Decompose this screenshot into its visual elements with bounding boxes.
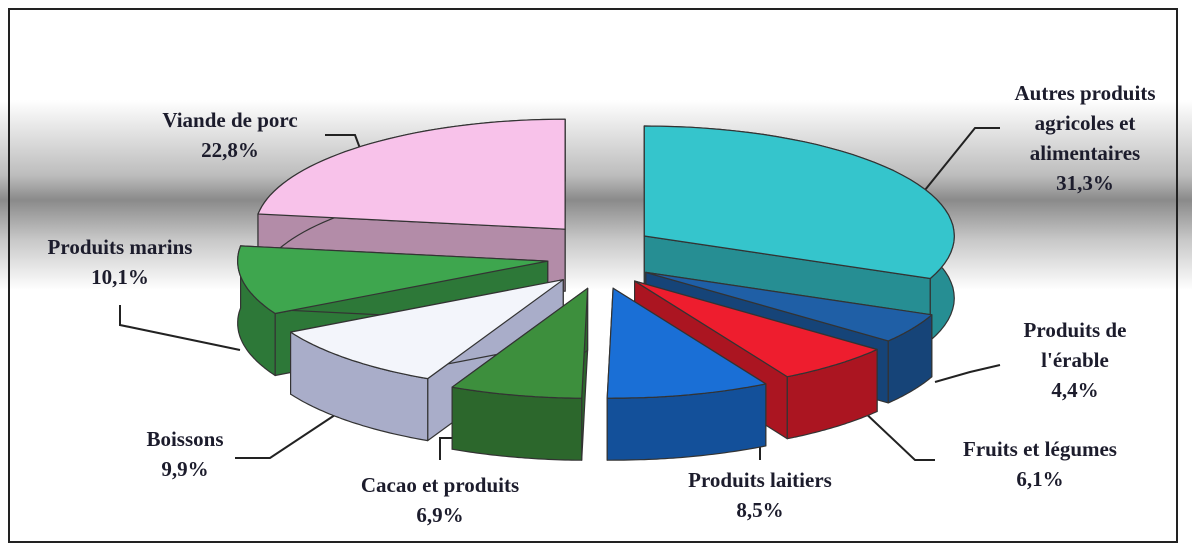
category-label: Produits laitiers xyxy=(688,468,832,492)
slice-label: Viande de porc 22,8% xyxy=(120,105,340,165)
value-label: 31,3% xyxy=(1056,171,1114,195)
leader-line xyxy=(934,364,1001,383)
value-label: 6,9% xyxy=(416,503,464,527)
slice-top xyxy=(606,287,767,399)
leader-line xyxy=(924,127,1000,191)
slice-top xyxy=(257,118,566,230)
category-label: Autres produits agricoles et alimentaire… xyxy=(1014,81,1156,165)
slice-label: Produits marins 10,1% xyxy=(10,232,230,292)
category-label: Produits marins xyxy=(47,235,193,259)
slice-top xyxy=(633,280,878,378)
category-label: Fruits et légumes xyxy=(963,437,1117,461)
leader-line xyxy=(859,407,935,461)
value-label: 6,1% xyxy=(1016,467,1064,491)
pie-slice xyxy=(451,287,589,461)
value-label: 10,1% xyxy=(91,265,149,289)
leader-line xyxy=(119,305,241,351)
leader-line xyxy=(235,404,351,459)
slice-label: Autres produits agricoles et alimentaire… xyxy=(995,78,1175,198)
category-label: Boissons xyxy=(146,427,224,451)
slice-label: Boissons 9,9% xyxy=(105,424,265,484)
frame xyxy=(8,8,1178,543)
category-label: Viande de porc xyxy=(162,108,298,132)
slice-label: Cacao et produits 6,9% xyxy=(310,470,570,530)
slice-top xyxy=(645,271,933,342)
category-label: Cacao et produits xyxy=(360,473,520,497)
slice-label: Produits de l'érable 4,4% xyxy=(995,315,1155,405)
slice-top xyxy=(643,125,955,280)
slice-label: Fruits et légumes 6,1% xyxy=(920,434,1160,494)
pie-slice xyxy=(606,287,767,461)
slice-top xyxy=(290,279,564,380)
value-label: 8,5% xyxy=(736,498,784,522)
slices xyxy=(237,118,955,461)
value-label: 9,9% xyxy=(161,457,209,481)
value-label: 22,8% xyxy=(201,138,259,162)
slice-top xyxy=(451,287,589,399)
pie-slice xyxy=(257,118,566,292)
value-label: 4,4% xyxy=(1051,378,1099,402)
slice-label: Produits laitiers 8,5% xyxy=(640,465,880,525)
category-label: Produits de l'érable xyxy=(1023,318,1127,372)
slice-top xyxy=(237,245,549,315)
